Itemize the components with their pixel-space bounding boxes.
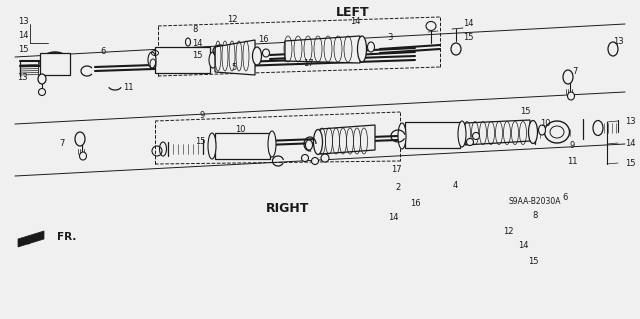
- Text: 15: 15: [520, 107, 531, 115]
- Ellipse shape: [209, 52, 217, 68]
- Ellipse shape: [367, 42, 374, 52]
- Text: LEFT: LEFT: [336, 5, 370, 19]
- Text: 12: 12: [503, 226, 513, 235]
- Ellipse shape: [563, 70, 573, 84]
- Polygon shape: [215, 40, 255, 75]
- Ellipse shape: [208, 133, 216, 159]
- Ellipse shape: [538, 125, 545, 135]
- Text: 15: 15: [192, 51, 202, 61]
- Text: 10: 10: [235, 124, 245, 133]
- Text: 7: 7: [572, 66, 578, 76]
- Text: 7: 7: [60, 139, 65, 149]
- Text: 14: 14: [192, 39, 202, 48]
- Text: 5: 5: [232, 63, 237, 71]
- Text: 15: 15: [528, 256, 538, 265]
- Text: 13: 13: [625, 117, 636, 127]
- Ellipse shape: [148, 52, 156, 68]
- Ellipse shape: [358, 36, 367, 62]
- Ellipse shape: [451, 43, 461, 55]
- Ellipse shape: [321, 154, 329, 162]
- Text: 6: 6: [100, 47, 106, 56]
- Ellipse shape: [608, 42, 618, 56]
- Ellipse shape: [253, 47, 262, 65]
- Ellipse shape: [398, 123, 406, 149]
- Text: 11: 11: [123, 83, 133, 92]
- Text: 15: 15: [18, 44, 29, 54]
- Text: 9: 9: [200, 112, 205, 121]
- Bar: [40, 53, 70, 75]
- Text: 15: 15: [625, 160, 636, 168]
- Text: 8: 8: [532, 211, 538, 220]
- Text: 13: 13: [612, 36, 623, 46]
- Text: 16: 16: [258, 35, 268, 44]
- Text: 12: 12: [227, 14, 237, 24]
- Ellipse shape: [529, 121, 538, 144]
- Ellipse shape: [312, 158, 319, 165]
- Ellipse shape: [268, 131, 276, 157]
- Ellipse shape: [593, 121, 603, 136]
- Ellipse shape: [545, 121, 570, 143]
- Text: 14: 14: [518, 241, 528, 250]
- Text: RIGHT: RIGHT: [266, 203, 310, 216]
- Bar: [155, 47, 210, 73]
- Ellipse shape: [426, 21, 436, 31]
- Bar: [215, 133, 270, 159]
- Bar: [405, 122, 460, 148]
- Text: 13: 13: [17, 72, 28, 81]
- Text: 15: 15: [463, 33, 473, 41]
- Text: 9: 9: [570, 140, 575, 150]
- Ellipse shape: [458, 121, 466, 147]
- Text: 11: 11: [567, 158, 577, 167]
- Text: 4: 4: [452, 182, 458, 190]
- Text: 2: 2: [396, 182, 401, 191]
- Polygon shape: [18, 231, 44, 247]
- Text: 17: 17: [390, 166, 401, 174]
- Text: 15: 15: [195, 137, 205, 145]
- Text: 14: 14: [349, 18, 360, 26]
- Text: 14: 14: [625, 138, 636, 147]
- Ellipse shape: [568, 92, 575, 100]
- Text: S9AA-B2030A: S9AA-B2030A: [509, 197, 561, 205]
- Text: 3: 3: [387, 33, 393, 41]
- Text: 14: 14: [463, 19, 473, 27]
- Ellipse shape: [75, 132, 85, 146]
- Ellipse shape: [38, 88, 45, 95]
- Ellipse shape: [79, 152, 86, 160]
- Ellipse shape: [186, 38, 191, 46]
- Ellipse shape: [467, 138, 474, 145]
- Ellipse shape: [305, 140, 312, 150]
- Text: 8: 8: [192, 25, 198, 33]
- Text: 6: 6: [563, 192, 568, 202]
- Polygon shape: [320, 125, 375, 154]
- Ellipse shape: [40, 52, 70, 74]
- Polygon shape: [465, 120, 530, 145]
- Ellipse shape: [314, 130, 323, 154]
- Text: 10: 10: [540, 118, 550, 128]
- Text: FR.: FR.: [57, 232, 76, 242]
- Ellipse shape: [301, 154, 308, 161]
- Ellipse shape: [159, 142, 166, 156]
- Text: 14: 14: [388, 212, 398, 221]
- Ellipse shape: [472, 132, 479, 139]
- Ellipse shape: [38, 74, 46, 84]
- Text: 13: 13: [18, 17, 29, 26]
- Polygon shape: [285, 36, 360, 63]
- Ellipse shape: [262, 49, 269, 57]
- Text: 17: 17: [303, 60, 314, 69]
- Text: 14: 14: [18, 31, 29, 40]
- Text: 16: 16: [410, 198, 420, 207]
